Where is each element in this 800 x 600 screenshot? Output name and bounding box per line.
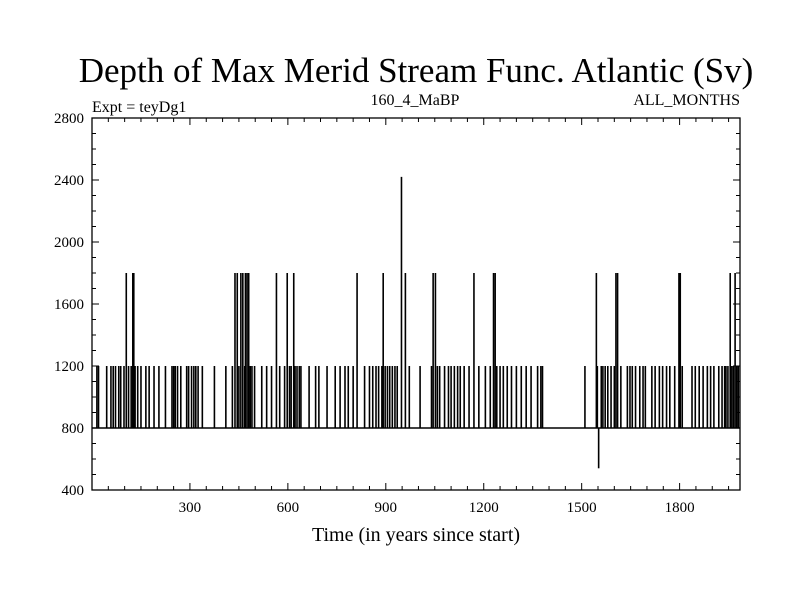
y-tick-label: 400	[62, 483, 85, 499]
y-tick-label: 2000	[54, 235, 84, 251]
y-tick-label: 2400	[54, 173, 84, 189]
x-axis-title: Time (in years since start)	[312, 524, 520, 546]
x-tick-label: 1200	[469, 500, 499, 516]
months-label: ALL_MONTHS	[633, 92, 740, 109]
experiment-label: Expt = teyDg1	[92, 99, 186, 116]
x-tick-label: 1500	[567, 500, 597, 516]
period-label: 160_4_MaBP	[371, 92, 460, 109]
y-tick-label: 2800	[54, 111, 84, 127]
y-tick-label: 1200	[54, 359, 84, 375]
x-tick-label: 300	[179, 500, 202, 516]
chart-title: Depth of Max Merid Stream Func. Atlantic…	[79, 51, 754, 90]
x-tick-label: 600	[277, 500, 300, 516]
plot-frame	[91, 117, 741, 491]
axes: 300 600 900 1200 1500 1800 400 800 1200 1600 2000 2…	[54, 111, 741, 516]
y-tick-label: 800	[62, 421, 85, 437]
x-tick-label: 900	[375, 500, 398, 516]
x-tick-label: 1800	[665, 500, 695, 516]
y-tick-label: 1600	[54, 297, 84, 313]
plot-area	[92, 176, 740, 469]
